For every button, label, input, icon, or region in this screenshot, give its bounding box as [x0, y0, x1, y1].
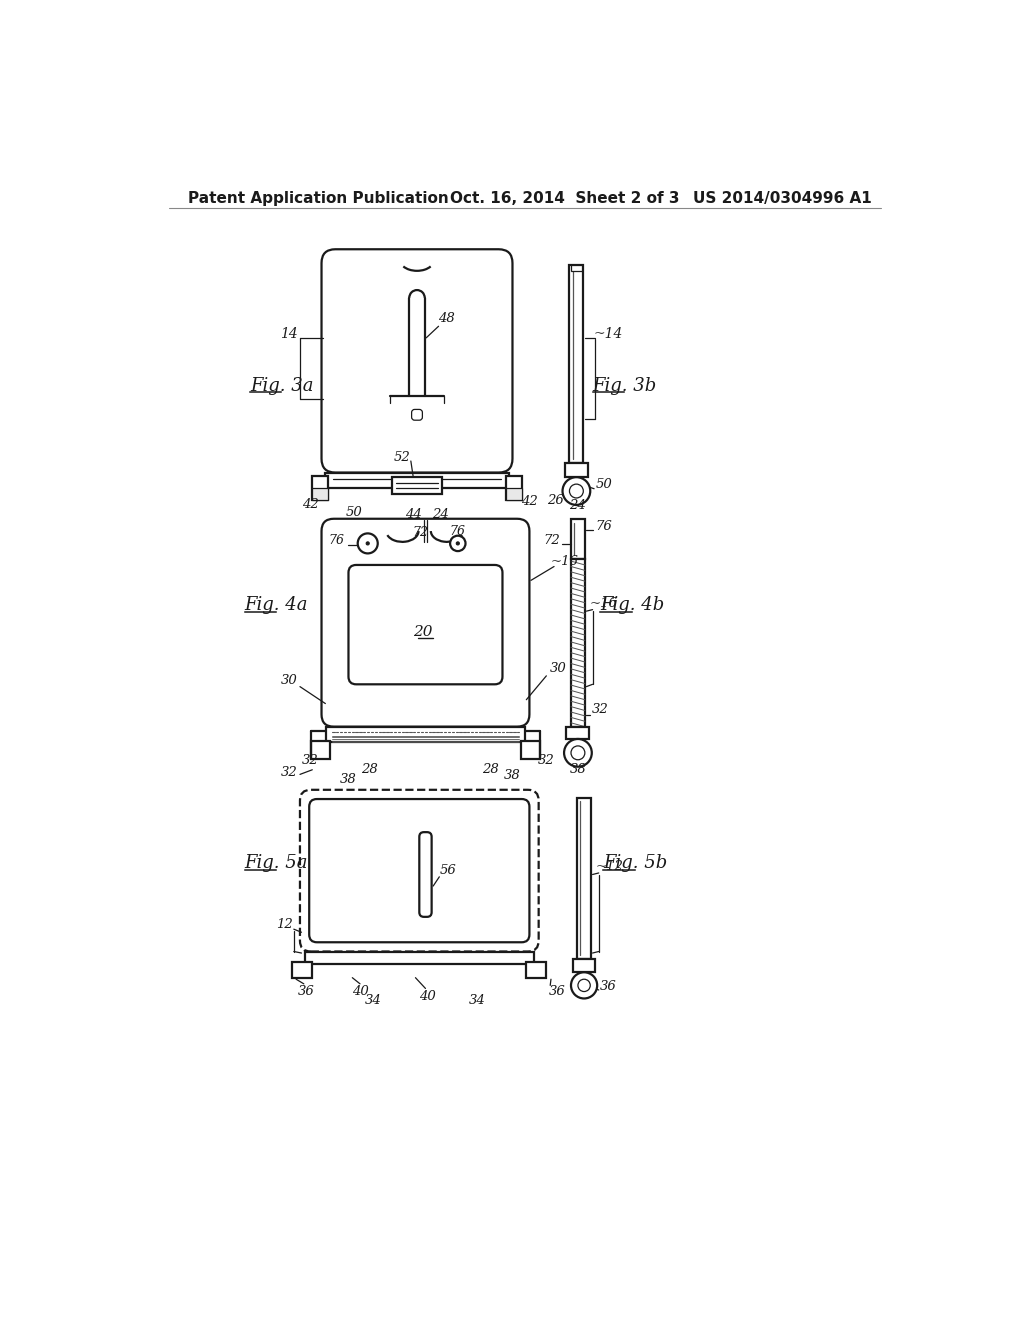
- Text: 50: 50: [596, 478, 612, 491]
- Circle shape: [367, 543, 370, 545]
- Text: 38: 38: [570, 763, 587, 776]
- Bar: [521, 741, 541, 759]
- Text: 56: 56: [440, 865, 457, 878]
- FancyBboxPatch shape: [322, 249, 512, 473]
- Circle shape: [571, 746, 585, 760]
- Bar: [506, 477, 521, 499]
- Text: 38: 38: [340, 772, 356, 785]
- Bar: [571, 558, 585, 726]
- Circle shape: [571, 973, 597, 998]
- FancyBboxPatch shape: [412, 409, 422, 420]
- Bar: [304, 952, 535, 964]
- Text: 20: 20: [414, 624, 433, 639]
- Text: 42: 42: [521, 495, 538, 508]
- FancyBboxPatch shape: [348, 565, 503, 684]
- Text: 30: 30: [281, 675, 298, 686]
- Text: 76: 76: [450, 524, 466, 537]
- Text: Fig. 5a: Fig. 5a: [245, 854, 308, 873]
- Text: 34: 34: [365, 994, 382, 1007]
- Text: 12: 12: [276, 917, 293, 931]
- Bar: [326, 726, 524, 742]
- FancyBboxPatch shape: [419, 832, 432, 917]
- Bar: [310, 741, 330, 759]
- Text: 72: 72: [544, 533, 560, 546]
- Text: 48: 48: [438, 312, 455, 325]
- Text: 44: 44: [404, 508, 422, 521]
- Text: 40: 40: [351, 985, 369, 998]
- Bar: [578, 797, 591, 960]
- FancyBboxPatch shape: [322, 519, 529, 726]
- Text: ~16: ~16: [590, 597, 617, 610]
- Text: 36: 36: [549, 985, 565, 998]
- Bar: [506, 488, 521, 499]
- Text: 24: 24: [432, 508, 449, 521]
- Text: ~16: ~16: [551, 554, 579, 568]
- Text: 32: 32: [281, 767, 298, 779]
- Text: 30: 30: [550, 663, 567, 676]
- Text: 32: 32: [538, 754, 555, 767]
- Bar: [571, 519, 585, 558]
- Text: 36: 36: [600, 979, 616, 993]
- Bar: [312, 477, 328, 499]
- Bar: [312, 488, 328, 499]
- Text: 76: 76: [595, 520, 611, 533]
- Circle shape: [569, 484, 584, 498]
- Text: 32: 32: [592, 704, 608, 717]
- Text: US 2014/0304996 A1: US 2014/0304996 A1: [692, 191, 871, 206]
- Text: 72: 72: [413, 527, 429, 539]
- Text: 28: 28: [360, 763, 378, 776]
- Circle shape: [357, 533, 378, 553]
- Text: 24: 24: [568, 499, 586, 512]
- Text: 26: 26: [547, 494, 564, 507]
- Text: 52: 52: [393, 450, 410, 463]
- Bar: [569, 265, 584, 463]
- Text: Fig. 3a: Fig. 3a: [250, 376, 313, 395]
- Text: 40: 40: [419, 990, 435, 1003]
- Text: 36: 36: [298, 985, 314, 998]
- Text: 34: 34: [469, 994, 485, 1007]
- Bar: [392, 478, 441, 494]
- Circle shape: [578, 979, 590, 991]
- Text: Fig. 3b: Fig. 3b: [593, 376, 656, 395]
- FancyBboxPatch shape: [300, 789, 539, 952]
- Circle shape: [451, 536, 466, 552]
- Bar: [326, 473, 509, 488]
- Circle shape: [457, 543, 460, 545]
- Bar: [526, 962, 547, 978]
- FancyBboxPatch shape: [309, 799, 529, 942]
- Bar: [292, 962, 312, 978]
- Text: Oct. 16, 2014  Sheet 2 of 3: Oct. 16, 2014 Sheet 2 of 3: [451, 191, 680, 206]
- Text: 76: 76: [329, 533, 345, 546]
- Text: 50: 50: [345, 506, 362, 519]
- Bar: [566, 726, 590, 739]
- Circle shape: [564, 739, 592, 767]
- Circle shape: [562, 478, 590, 506]
- Bar: [571, 264, 582, 271]
- Bar: [565, 463, 588, 478]
- Text: ~12: ~12: [596, 861, 624, 874]
- Text: 32: 32: [302, 754, 318, 767]
- Text: 42: 42: [302, 499, 318, 511]
- Text: 28: 28: [482, 763, 500, 776]
- Bar: [573, 960, 595, 972]
- Text: Fig. 5b: Fig. 5b: [603, 854, 668, 873]
- Text: ~14: ~14: [593, 327, 623, 341]
- Text: 38: 38: [504, 770, 521, 783]
- Text: Fig. 4b: Fig. 4b: [600, 597, 665, 614]
- Text: 14: 14: [281, 327, 298, 341]
- Text: Fig. 4a: Fig. 4a: [245, 597, 308, 614]
- Text: Patent Application Publication: Patent Application Publication: [188, 191, 450, 206]
